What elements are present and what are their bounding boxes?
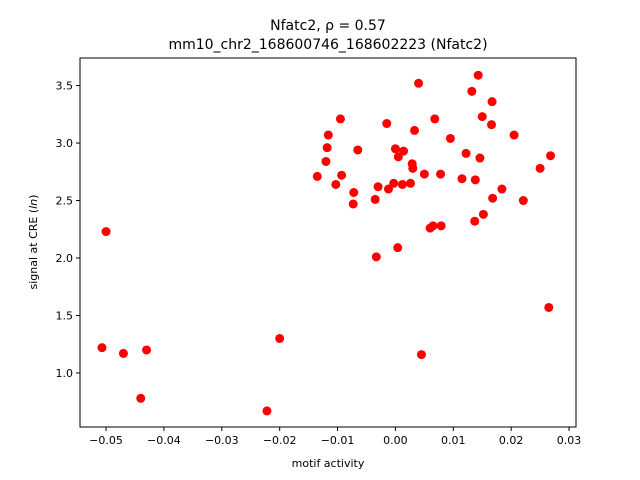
x-axis: −0.05 −0.04 −0.03 −0.02 −0.01 0.00 0.01 0.02 0.0… [89, 427, 581, 447]
data-point [419, 169, 429, 179]
data-point [497, 184, 507, 194]
data-point [477, 112, 487, 122]
data-point [389, 178, 399, 188]
data-point [430, 114, 440, 124]
x-tick-label: −0.04 [147, 434, 181, 447]
data-point [535, 163, 545, 173]
data-point [410, 125, 420, 135]
x-tick-label: −0.01 [321, 434, 355, 447]
data-point [428, 221, 438, 231]
y-axis-label-ln: ln [27, 199, 40, 209]
x-axis-label: motif activity [292, 457, 365, 470]
data-point [457, 174, 467, 184]
data-point [518, 196, 528, 206]
x-tick-label: −0.05 [89, 434, 123, 447]
data-point [353, 145, 363, 155]
data-point [546, 151, 556, 161]
data-point [312, 171, 322, 181]
data-point [414, 78, 424, 88]
data-point [371, 252, 381, 262]
y-axis-label: signal at CRE (ln) [27, 195, 40, 290]
data-point [382, 119, 392, 129]
data-point [370, 194, 380, 204]
data-point [321, 156, 331, 166]
data-point [399, 146, 409, 156]
data-point [445, 133, 455, 143]
data-point [101, 227, 111, 237]
data-point [487, 97, 497, 107]
y-axis-label-suffix: ) [27, 195, 40, 199]
data-points [97, 70, 556, 416]
data-point [397, 179, 407, 189]
data-point [544, 302, 554, 312]
y-tick-label: 1.0 [56, 367, 74, 380]
data-point [331, 179, 341, 189]
data-point [408, 163, 418, 173]
data-point [487, 120, 496, 130]
data-point [142, 345, 152, 355]
data-point [478, 209, 488, 219]
data-point [118, 348, 128, 358]
data-point [383, 184, 393, 194]
x-tick-label: 0.02 [499, 434, 524, 447]
data-point [475, 153, 485, 163]
data-point [473, 70, 483, 80]
data-point [393, 243, 403, 253]
x-tick-label: −0.03 [205, 434, 239, 447]
x-tick-label: 0.01 [441, 434, 466, 447]
data-point [393, 152, 403, 162]
data-point [275, 333, 285, 343]
data-point [467, 86, 477, 96]
chart-title: Nfatc2, ρ = 0.57 [270, 18, 386, 34]
data-point [97, 343, 107, 353]
x-tick-label: 0.00 [383, 434, 408, 447]
y-tick-label: 2.5 [56, 195, 74, 208]
y-axis-label-prefix: signal at CRE ( [27, 209, 40, 290]
y-axis: 1.0 1.5 2.0 2.5 3.0 3.5 [56, 80, 80, 380]
data-point [349, 188, 359, 197]
data-point [322, 143, 332, 153]
data-point [470, 175, 480, 185]
data-point [337, 170, 347, 180]
data-point [509, 130, 519, 140]
data-point [335, 114, 345, 124]
data-point [390, 144, 400, 154]
data-point [461, 148, 471, 158]
x-tick-label: −0.02 [263, 434, 297, 447]
data-point [416, 350, 426, 360]
data-point [470, 216, 480, 226]
y-tick-label: 2.0 [56, 252, 74, 265]
data-point [373, 182, 383, 192]
y-tick-label: 3.5 [56, 80, 74, 93]
data-point [348, 199, 358, 209]
y-tick-label: 1.5 [56, 309, 74, 322]
y-tick-label: 3.0 [56, 137, 74, 150]
data-point [136, 393, 146, 403]
x-tick-label: 0.03 [557, 434, 582, 447]
data-point [405, 178, 415, 188]
chart-subtitle: mm10_chr2_168600746_168602223 (Nfatc2) [168, 37, 487, 53]
data-point [323, 130, 333, 140]
data-point [436, 169, 446, 179]
data-point [262, 406, 272, 416]
data-point [488, 193, 498, 203]
plot-area-frame [79, 57, 577, 428]
data-point [436, 221, 446, 231]
